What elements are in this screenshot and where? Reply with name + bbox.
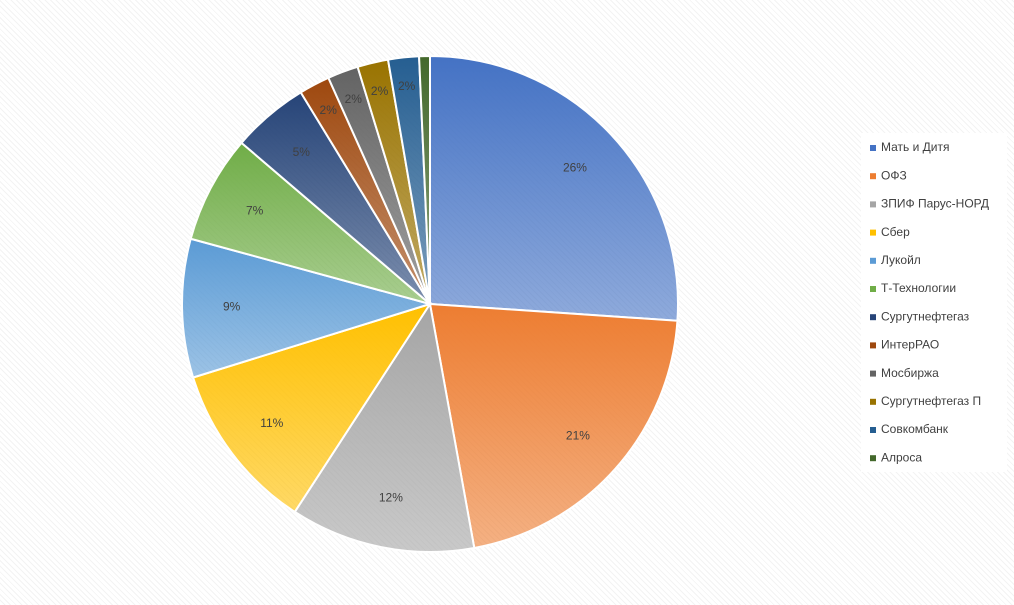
legend-box	[861, 133, 1007, 472]
legend-label: Лукойл	[881, 253, 921, 267]
legend-label: ЗПИФ Парус-НОРД	[881, 197, 989, 211]
legend-marker	[870, 257, 876, 264]
data-label: 2%	[371, 84, 389, 98]
legend-marker	[870, 342, 876, 349]
legend-marker	[870, 427, 876, 433]
data-label: 5%	[293, 145, 311, 159]
legend-marker	[870, 229, 876, 236]
legend-marker	[870, 145, 876, 151]
data-label: 2%	[345, 92, 363, 106]
data-label: 2%	[398, 79, 416, 93]
pie-slice	[189, 141, 431, 305]
pie-slice	[428, 302, 679, 550]
legend-label: Сбер	[881, 225, 910, 239]
pie-slice	[191, 302, 433, 514]
legend-label: Сургутнефтегаз П	[881, 394, 981, 408]
legend-label: ИнтерРАО	[881, 338, 939, 352]
data-label: 12%	[379, 491, 403, 505]
legend-marker	[870, 201, 876, 208]
legend-marker	[870, 314, 876, 321]
pie-slice	[181, 237, 434, 379]
legend-label: Сургутнефтегаз	[881, 309, 970, 323]
legend-marker	[870, 455, 876, 462]
legend-marker	[870, 398, 876, 405]
legend-label: Мосбиржа	[881, 366, 939, 380]
legend-marker	[870, 173, 876, 180]
data-label: 21%	[566, 428, 590, 442]
pie-slice	[293, 301, 476, 553]
legend-marker	[870, 286, 876, 292]
pie-slice	[429, 54, 679, 322]
legend-marker	[870, 370, 876, 377]
legend-label: Т-Технологии	[881, 281, 956, 295]
legend-label: Совкомбанк	[881, 422, 949, 436]
data-label: 11%	[260, 416, 283, 430]
legend-label: Алроса	[881, 450, 922, 464]
data-label: 2%	[320, 103, 338, 117]
legend-label: ОФЗ	[881, 168, 907, 182]
pie-slice	[418, 54, 431, 305]
data-label: 9%	[223, 300, 241, 314]
legend-label: Мать и Дитя	[881, 140, 949, 154]
data-label: 7%	[246, 203, 264, 217]
data-label: 26%	[563, 161, 587, 175]
